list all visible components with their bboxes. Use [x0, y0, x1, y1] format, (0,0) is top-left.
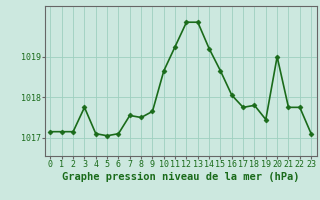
X-axis label: Graphe pression niveau de la mer (hPa): Graphe pression niveau de la mer (hPa)	[62, 172, 300, 182]
